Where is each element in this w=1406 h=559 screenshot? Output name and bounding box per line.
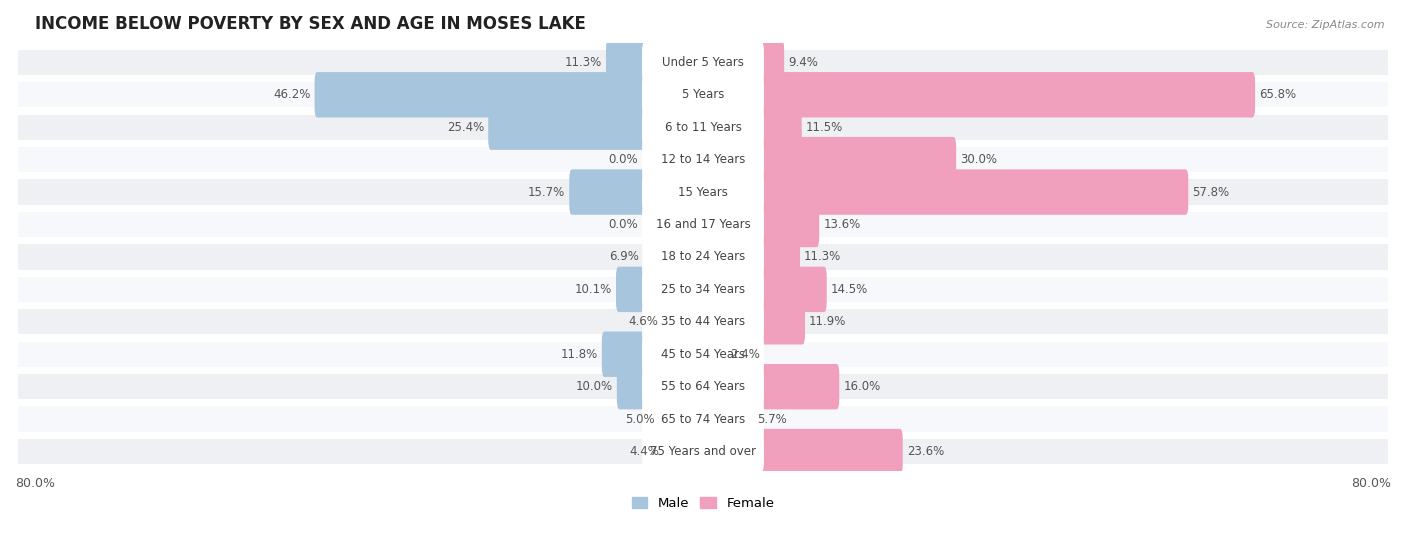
Text: 57.8%: 57.8% <box>1192 186 1229 198</box>
Text: 5.0%: 5.0% <box>624 413 655 425</box>
Bar <box>18 342 1388 367</box>
Legend: Male, Female: Male, Female <box>626 492 780 516</box>
Text: 11.9%: 11.9% <box>808 315 846 328</box>
Text: 15.7%: 15.7% <box>529 186 565 198</box>
FancyBboxPatch shape <box>643 432 763 472</box>
Text: 9.4%: 9.4% <box>789 56 818 69</box>
FancyBboxPatch shape <box>643 234 706 280</box>
Text: 16 and 17 Years: 16 and 17 Years <box>655 218 751 231</box>
FancyBboxPatch shape <box>643 74 763 115</box>
FancyBboxPatch shape <box>315 72 706 117</box>
FancyBboxPatch shape <box>643 334 763 375</box>
FancyBboxPatch shape <box>700 105 801 150</box>
FancyBboxPatch shape <box>700 40 785 85</box>
FancyBboxPatch shape <box>658 396 706 442</box>
FancyBboxPatch shape <box>700 267 827 312</box>
Text: 6 to 11 Years: 6 to 11 Years <box>665 121 741 134</box>
Text: 65.8%: 65.8% <box>1260 88 1296 101</box>
Text: 5 Years: 5 Years <box>682 88 724 101</box>
Text: 11.3%: 11.3% <box>804 250 841 263</box>
FancyBboxPatch shape <box>700 396 754 442</box>
FancyBboxPatch shape <box>700 331 725 377</box>
FancyBboxPatch shape <box>643 139 763 180</box>
FancyBboxPatch shape <box>569 169 706 215</box>
Bar <box>18 309 1388 334</box>
Text: 0.0%: 0.0% <box>609 218 638 231</box>
Bar <box>18 115 1388 140</box>
Text: Source: ZipAtlas.com: Source: ZipAtlas.com <box>1267 20 1385 30</box>
Text: 25.4%: 25.4% <box>447 121 484 134</box>
Text: 46.2%: 46.2% <box>273 88 311 101</box>
Text: 75 Years and over: 75 Years and over <box>650 445 756 458</box>
FancyBboxPatch shape <box>606 40 706 85</box>
FancyBboxPatch shape <box>616 267 706 312</box>
Text: 4.6%: 4.6% <box>628 315 658 328</box>
Text: 45 to 54 Years: 45 to 54 Years <box>661 348 745 361</box>
FancyBboxPatch shape <box>643 399 763 439</box>
Bar <box>18 212 1388 237</box>
Text: 16.0%: 16.0% <box>844 380 880 393</box>
FancyBboxPatch shape <box>643 42 763 83</box>
FancyBboxPatch shape <box>643 302 763 342</box>
FancyBboxPatch shape <box>643 172 763 212</box>
Text: 55 to 64 Years: 55 to 64 Years <box>661 380 745 393</box>
Text: 11.3%: 11.3% <box>565 56 602 69</box>
FancyBboxPatch shape <box>700 429 903 474</box>
Text: INCOME BELOW POVERTY BY SEX AND AGE IN MOSES LAKE: INCOME BELOW POVERTY BY SEX AND AGE IN M… <box>35 15 586 33</box>
Text: 30.0%: 30.0% <box>960 153 997 166</box>
Text: 11.5%: 11.5% <box>806 121 844 134</box>
Bar <box>18 406 1388 432</box>
FancyBboxPatch shape <box>643 269 763 310</box>
Bar <box>18 147 1388 172</box>
Text: 18 to 24 Years: 18 to 24 Years <box>661 250 745 263</box>
FancyBboxPatch shape <box>664 429 706 474</box>
Bar <box>18 277 1388 302</box>
Bar <box>18 179 1388 205</box>
Text: 65 to 74 Years: 65 to 74 Years <box>661 413 745 425</box>
Text: 23.6%: 23.6% <box>907 445 943 458</box>
Bar <box>18 374 1388 399</box>
FancyBboxPatch shape <box>643 204 763 245</box>
FancyBboxPatch shape <box>602 331 706 377</box>
FancyBboxPatch shape <box>643 237 763 277</box>
Bar <box>18 439 1388 464</box>
FancyBboxPatch shape <box>700 72 1256 117</box>
Text: 2.4%: 2.4% <box>730 348 759 361</box>
FancyBboxPatch shape <box>662 299 706 344</box>
Text: 11.8%: 11.8% <box>561 348 598 361</box>
Text: Under 5 Years: Under 5 Years <box>662 56 744 69</box>
Bar <box>18 50 1388 75</box>
FancyBboxPatch shape <box>700 137 956 182</box>
Text: 5.7%: 5.7% <box>758 413 787 425</box>
Text: 12 to 14 Years: 12 to 14 Years <box>661 153 745 166</box>
FancyBboxPatch shape <box>617 364 706 409</box>
Text: 4.4%: 4.4% <box>630 445 659 458</box>
Text: 25 to 34 Years: 25 to 34 Years <box>661 283 745 296</box>
Bar <box>18 82 1388 107</box>
FancyBboxPatch shape <box>643 367 763 407</box>
Text: 35 to 44 Years: 35 to 44 Years <box>661 315 745 328</box>
FancyBboxPatch shape <box>700 202 820 247</box>
FancyBboxPatch shape <box>643 107 763 148</box>
Text: 15 Years: 15 Years <box>678 186 728 198</box>
Text: 6.9%: 6.9% <box>609 250 638 263</box>
FancyBboxPatch shape <box>700 299 806 344</box>
FancyBboxPatch shape <box>488 105 706 150</box>
Text: 14.5%: 14.5% <box>831 283 868 296</box>
Text: 13.6%: 13.6% <box>824 218 860 231</box>
FancyBboxPatch shape <box>700 234 800 280</box>
Bar <box>18 244 1388 269</box>
FancyBboxPatch shape <box>700 169 1188 215</box>
Text: 10.0%: 10.0% <box>575 380 613 393</box>
Text: 10.1%: 10.1% <box>575 283 612 296</box>
FancyBboxPatch shape <box>700 364 839 409</box>
Text: 0.0%: 0.0% <box>609 153 638 166</box>
